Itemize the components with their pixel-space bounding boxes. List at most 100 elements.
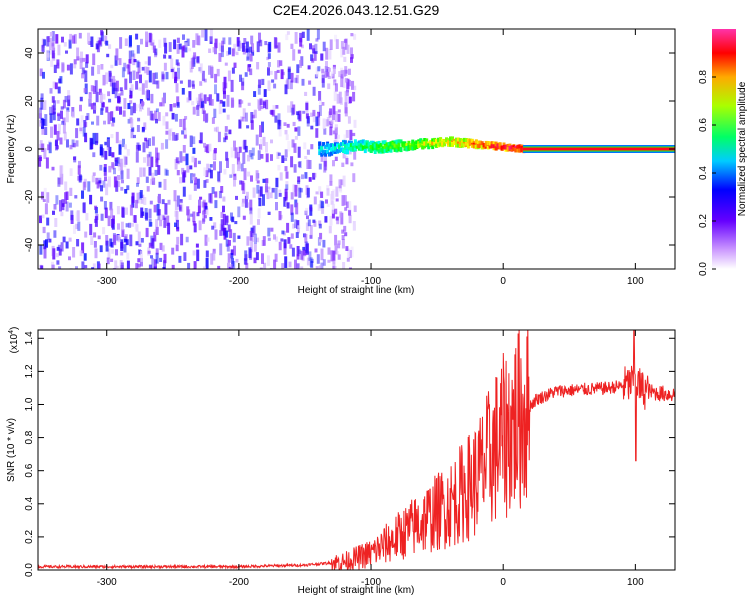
heatmap-cell (212, 248, 216, 254)
heatmap-cell (77, 221, 81, 231)
heatmap-cell (304, 233, 308, 244)
heatmap-cell (480, 145, 484, 150)
heatmap-cell (145, 176, 149, 183)
heatmap-cell (349, 146, 353, 151)
heatmap-cell (409, 145, 413, 150)
heatmap-cell (315, 116, 319, 127)
heatmap-cell (94, 80, 98, 92)
heatmap-cell (516, 144, 520, 149)
heatmap-cell (64, 181, 68, 191)
heatmap-cell (290, 101, 294, 113)
heatmap-cell (51, 41, 55, 48)
heatmap-cell (163, 179, 167, 190)
heatmap-cell (496, 143, 500, 148)
heatmap-cell (287, 237, 291, 244)
heatmap-cell (259, 125, 262, 138)
heatmap-cell (82, 127, 86, 137)
heatmap-cell (141, 126, 145, 133)
heatmap-cell (330, 250, 334, 262)
heatmap-cell (238, 99, 242, 108)
heatmap-cell (257, 84, 261, 95)
heatmap-cell (100, 64, 104, 70)
heatmap-cell (193, 223, 197, 233)
heatmap-cell (334, 142, 337, 147)
heatmap-cell (222, 205, 225, 213)
heatmap-cell (102, 74, 106, 86)
heatmap-cell (43, 148, 47, 159)
heatmap-cell (353, 205, 357, 212)
heatmap-cell (290, 212, 294, 222)
heatmap-cell (46, 217, 50, 226)
heatmap-cell (309, 206, 313, 210)
heatmap-cell (267, 186, 271, 190)
heatmap-cell (98, 40, 102, 45)
heatmap-cell (134, 222, 138, 230)
heatmap-cell (470, 143, 474, 148)
heatmap-cell (203, 266, 207, 269)
heatmap-cell (129, 95, 133, 99)
heatmap-cell (208, 193, 212, 203)
colorbar-tick-label: 0.4 (698, 166, 709, 180)
heatmap-cell (192, 268, 196, 269)
heatmap-cell (137, 263, 141, 268)
heatmap-cell (176, 72, 180, 81)
heatmap-cell (347, 140, 351, 145)
heatmap-cell (247, 64, 251, 72)
heatmap-cell (342, 149, 345, 153)
heatmap-cell (210, 65, 214, 75)
heatmap-cell (103, 120, 106, 125)
heatmap-cell (92, 152, 96, 158)
heatmap-cell (134, 104, 138, 111)
heatmap-cell (397, 142, 401, 147)
heatmap-cell (93, 105, 97, 110)
heatmap-cell (250, 175, 253, 182)
heatmap-cell (300, 250, 304, 260)
heatmap-cell (95, 43, 99, 50)
heatmap-cell (204, 206, 208, 210)
heatmap-cell (168, 42, 172, 52)
heatmap-cell (343, 140, 347, 145)
heatmap-cell (324, 216, 328, 223)
heatmap-cell (111, 249, 115, 254)
heatmap-cell (312, 172, 316, 180)
heatmap-cell (136, 71, 139, 79)
heatmap-cell (208, 65, 211, 75)
heatmap-cell (318, 145, 322, 150)
heatmap-cell (56, 246, 60, 251)
heatmap-cell (141, 66, 145, 71)
heatmap-cell (203, 180, 207, 188)
heatmap-cell (76, 118, 80, 126)
heatmap-cell (298, 187, 302, 198)
heatmap-cell (217, 171, 221, 182)
heatmap-cell (306, 149, 310, 155)
heatmap-cell (91, 267, 95, 269)
heatmap-cell (65, 201, 69, 212)
heatmap-cell (124, 78, 128, 90)
heatmap-cell (486, 145, 490, 150)
heatmap-cell (186, 38, 190, 46)
heatmap-cell (334, 111, 338, 122)
heatmap-cell (299, 60, 302, 68)
heatmap-cell (57, 112, 60, 117)
heatmap-cell (256, 180, 260, 184)
heatmap-cell (277, 164, 281, 171)
heatmap-cell (330, 151, 334, 156)
heatmap-cell (324, 152, 328, 157)
heatmap-cell (413, 141, 417, 146)
heatmap-cell (202, 199, 206, 212)
heatmap-cell (135, 241, 139, 246)
heatmap-cell (50, 126, 53, 138)
heatmap-cell (66, 64, 70, 71)
heatmap-cell (333, 91, 337, 102)
heatmap-cell (186, 206, 190, 216)
heatmap-cell (256, 184, 260, 194)
heatmap-cell (276, 69, 280, 73)
heatmap-cell (329, 39, 333, 50)
heatmap-cell (107, 215, 111, 227)
heatmap-cell (413, 146, 417, 151)
heatmap-cell (164, 168, 168, 176)
heatmap-cell (238, 146, 242, 153)
heatmap-cell (187, 262, 191, 269)
heatmap-cell (325, 61, 328, 70)
heatmap-cell (214, 84, 217, 95)
